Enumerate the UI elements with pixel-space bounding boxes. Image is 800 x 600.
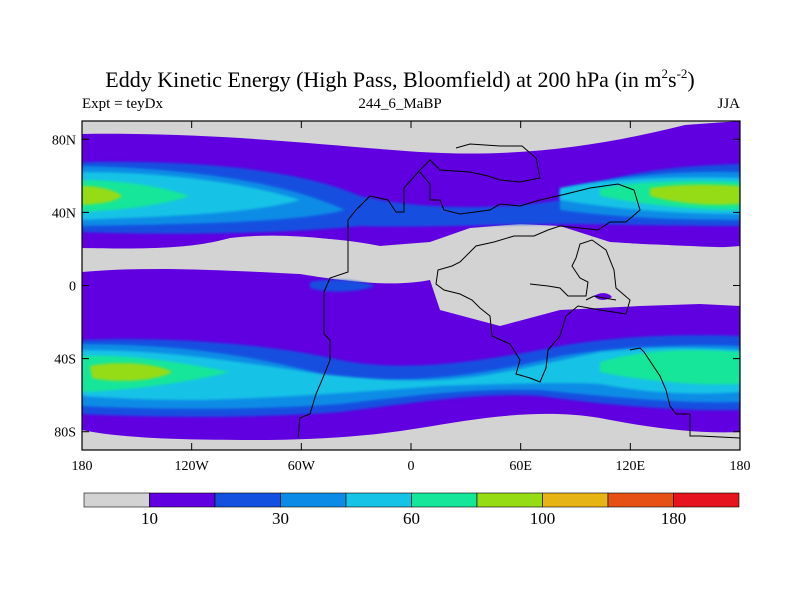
colorbar-label: 10: [141, 509, 158, 528]
coastline-indonesia: [585, 295, 617, 301]
season-label: JJA: [717, 96, 740, 112]
colorbar-box: [607, 492, 674, 508]
axis-ticks: 180 120W 60W 0 60E 120E 180 80N 40N 0 40S 80S: [52, 121, 751, 474]
y-tick-label: 0: [69, 280, 76, 295]
y-tick-label: 40N: [52, 206, 76, 221]
experiment-label: Expt = teyDx: [82, 96, 163, 112]
colorbar-box: [83, 492, 150, 508]
colorbar-box: [411, 492, 478, 508]
colorbar-box: [673, 492, 740, 508]
x-tick-label: 60W: [288, 459, 316, 474]
colorbar: 10 30 60 100 180: [83, 492, 740, 528]
coastline-australia: [629, 347, 740, 439]
run-label: 244_6_MaBP: [358, 96, 442, 112]
colorbar-box: [542, 492, 609, 508]
y-tick-label: 80N: [52, 133, 76, 148]
plot-title: Eddy Kinetic Energy (High Pass, Bloomfie…: [105, 66, 695, 92]
colorbar-label: 60: [403, 509, 420, 528]
contour-level-10-hole: [82, 237, 740, 311]
x-tick-label: 120E: [616, 459, 646, 474]
contour-field: [82, 121, 740, 450]
coastline-americas: [297, 143, 541, 439]
contour-level-20: [82, 161, 740, 417]
x-tick-label: 60E: [509, 459, 532, 474]
coastlines: [297, 143, 740, 439]
colorbar-box: [214, 492, 281, 508]
colorbar-label: 30: [272, 509, 289, 528]
colorbar-box: [345, 492, 412, 508]
x-tick-label: 180: [730, 459, 751, 474]
x-tick-label: 0: [408, 459, 415, 474]
x-tick-label: 120W: [175, 459, 210, 474]
colorbar-box: [280, 492, 347, 508]
y-tick-label: 40S: [54, 353, 76, 368]
x-tick-label: 180: [72, 459, 93, 474]
colorbar-label: 180: [661, 509, 687, 528]
colorbar-box: [476, 492, 543, 508]
colorbar-box: [149, 492, 216, 508]
coastline-eurasia-africa: [419, 171, 641, 383]
y-tick-label: 80S: [54, 426, 76, 441]
colorbar-label: 100: [530, 509, 556, 528]
